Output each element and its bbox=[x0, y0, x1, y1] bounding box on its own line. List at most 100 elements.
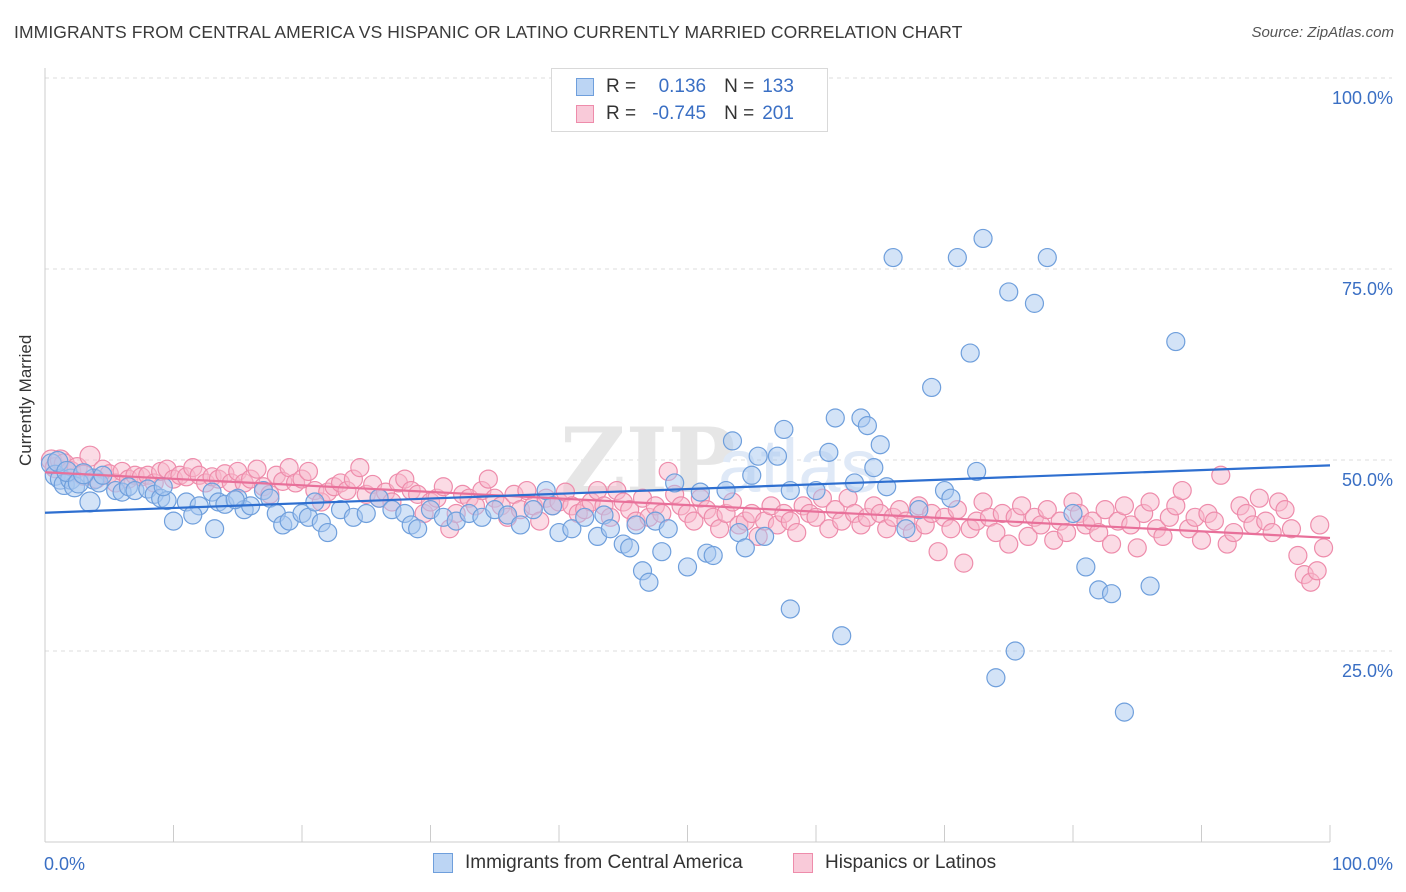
point-hispanics-200 bbox=[1310, 515, 1330, 535]
point-central-america-18 bbox=[163, 511, 184, 531]
point-central-america-114 bbox=[1101, 584, 1122, 604]
point-central-america-82 bbox=[767, 446, 788, 466]
legend-swatch-pink bbox=[793, 853, 813, 873]
legend-n-label: N = bbox=[724, 76, 755, 97]
chart-title: IMMIGRANTS FROM CENTRAL AMERICA VS HISPA… bbox=[14, 22, 963, 42]
point-central-america-79 bbox=[742, 465, 762, 485]
point-hispanics-141 bbox=[941, 519, 961, 539]
point-central-america-58 bbox=[575, 507, 595, 527]
point-hispanics-169 bbox=[1121, 515, 1141, 535]
tick-labels: 25.0% 50.0% 75.0% 100.0% 0.0% 100.0% bbox=[44, 88, 1393, 874]
point-central-america-103 bbox=[960, 343, 980, 363]
trend-lines bbox=[44, 464, 1331, 540]
point-hispanics-150 bbox=[999, 534, 1019, 554]
point-hispanics-139 bbox=[928, 542, 948, 562]
point-hispanics-166 bbox=[1101, 534, 1122, 554]
point-central-america-106 bbox=[986, 668, 1006, 688]
point-central-america-68 bbox=[652, 542, 672, 562]
legend-swatch-blue bbox=[576, 78, 594, 96]
point-central-america-88 bbox=[825, 408, 845, 428]
legend-n-value-blue: 133 bbox=[762, 76, 794, 97]
point-central-america-70 bbox=[665, 473, 685, 493]
point-central-america-122 bbox=[153, 477, 173, 497]
point-hispanics-62 bbox=[433, 477, 453, 497]
y-tick-label-50: 50.0% bbox=[1342, 470, 1393, 490]
point-central-america-64 bbox=[626, 515, 646, 535]
point-hispanics-168 bbox=[1114, 496, 1135, 516]
legend-row-hispanics: R = -0.745 N = 201 bbox=[576, 101, 794, 127]
point-central-america-117 bbox=[1166, 331, 1186, 352]
trend-line-hispanics bbox=[44, 471, 1331, 540]
legend-item-central-america: Immigrants from Central America bbox=[433, 852, 743, 874]
point-central-america-81 bbox=[754, 526, 775, 547]
point-central-america-102 bbox=[947, 247, 967, 268]
point-hispanics-69 bbox=[478, 469, 498, 489]
point-central-america-44 bbox=[408, 519, 428, 539]
point-central-america-92 bbox=[857, 416, 878, 436]
point-central-america-94 bbox=[870, 435, 890, 455]
point-central-america-107 bbox=[999, 282, 1019, 302]
legend-r-value-pink: -0.745 bbox=[652, 103, 707, 124]
y-axis-label: Currently Married bbox=[16, 334, 35, 466]
point-hispanics-148 bbox=[986, 522, 1006, 543]
y-tick-label-25: 25.0% bbox=[1342, 661, 1393, 681]
point-hispanics-101 bbox=[684, 511, 704, 531]
point-central-america-78 bbox=[735, 538, 755, 558]
point-central-america-63 bbox=[620, 538, 640, 558]
point-hispanics-152 bbox=[1011, 496, 1032, 516]
point-central-america-55 bbox=[542, 496, 563, 516]
point-central-america-93 bbox=[864, 458, 884, 478]
point-central-america-83 bbox=[774, 419, 794, 440]
legend-label-central-america: Immigrants from Central America bbox=[465, 852, 743, 873]
trend-line-central-america bbox=[44, 464, 1331, 514]
legend-label-hispanics: Hispanics or Latinos bbox=[825, 852, 997, 873]
point-central-america-71 bbox=[677, 557, 698, 577]
legend-swatch-blue bbox=[433, 853, 453, 873]
point-central-america-109 bbox=[1024, 293, 1045, 313]
source-label: Source: ZipAtlas.com bbox=[1251, 24, 1394, 41]
point-central-america-111 bbox=[1063, 503, 1083, 524]
point-central-america-80 bbox=[748, 446, 768, 466]
point-hispanics-182 bbox=[1204, 511, 1224, 531]
point-hispanics-143 bbox=[954, 553, 974, 573]
point-central-america-115 bbox=[1114, 702, 1135, 722]
x-tick-label-min: 0.0% bbox=[44, 854, 85, 874]
point-hispanics-41 bbox=[298, 461, 319, 482]
legend-r-label: R = bbox=[606, 76, 637, 97]
point-central-america-123 bbox=[183, 505, 203, 525]
point-central-america-39 bbox=[356, 503, 376, 524]
point-hispanics-156 bbox=[1037, 500, 1057, 520]
point-hispanics-159 bbox=[1056, 522, 1077, 543]
point-central-america-96 bbox=[883, 247, 903, 268]
point-central-america-125 bbox=[225, 490, 245, 510]
point-central-america-74 bbox=[703, 545, 723, 566]
point-central-america-105 bbox=[973, 228, 993, 249]
point-central-america-110 bbox=[1037, 247, 1057, 268]
point-central-america-51 bbox=[498, 505, 518, 525]
point-hispanics-174 bbox=[1153, 526, 1173, 547]
point-central-america-97 bbox=[896, 519, 916, 539]
series-legend: Immigrants from Central America Hispanic… bbox=[0, 852, 1406, 878]
point-hispanics-164 bbox=[1089, 522, 1109, 543]
point-hispanics-172 bbox=[1140, 492, 1160, 512]
point-hispanics-199 bbox=[1313, 538, 1334, 558]
x-tick-label-max: 100.0% bbox=[1332, 854, 1393, 874]
legend-swatch-pink bbox=[576, 105, 594, 123]
point-central-america-66 bbox=[639, 572, 659, 592]
legend-row-central-america: R = 0.136 N = 133 bbox=[576, 74, 794, 100]
point-central-america-98 bbox=[909, 500, 929, 520]
point-hispanics-194 bbox=[1281, 519, 1302, 539]
point-central-america-61 bbox=[600, 519, 621, 539]
point-hispanics-195 bbox=[1288, 545, 1308, 566]
point-central-america-52 bbox=[510, 515, 531, 535]
y-tick-label-75: 75.0% bbox=[1342, 279, 1393, 299]
point-hispanics-170 bbox=[1127, 538, 1147, 558]
point-central-america-72 bbox=[690, 482, 710, 502]
point-central-america-36 bbox=[318, 522, 338, 543]
point-central-america-85 bbox=[780, 599, 800, 619]
point-central-america-76 bbox=[722, 431, 743, 451]
point-central-america-112 bbox=[1076, 557, 1096, 577]
legend-n-label: N = bbox=[724, 103, 755, 124]
point-central-america-108 bbox=[1005, 641, 1025, 661]
